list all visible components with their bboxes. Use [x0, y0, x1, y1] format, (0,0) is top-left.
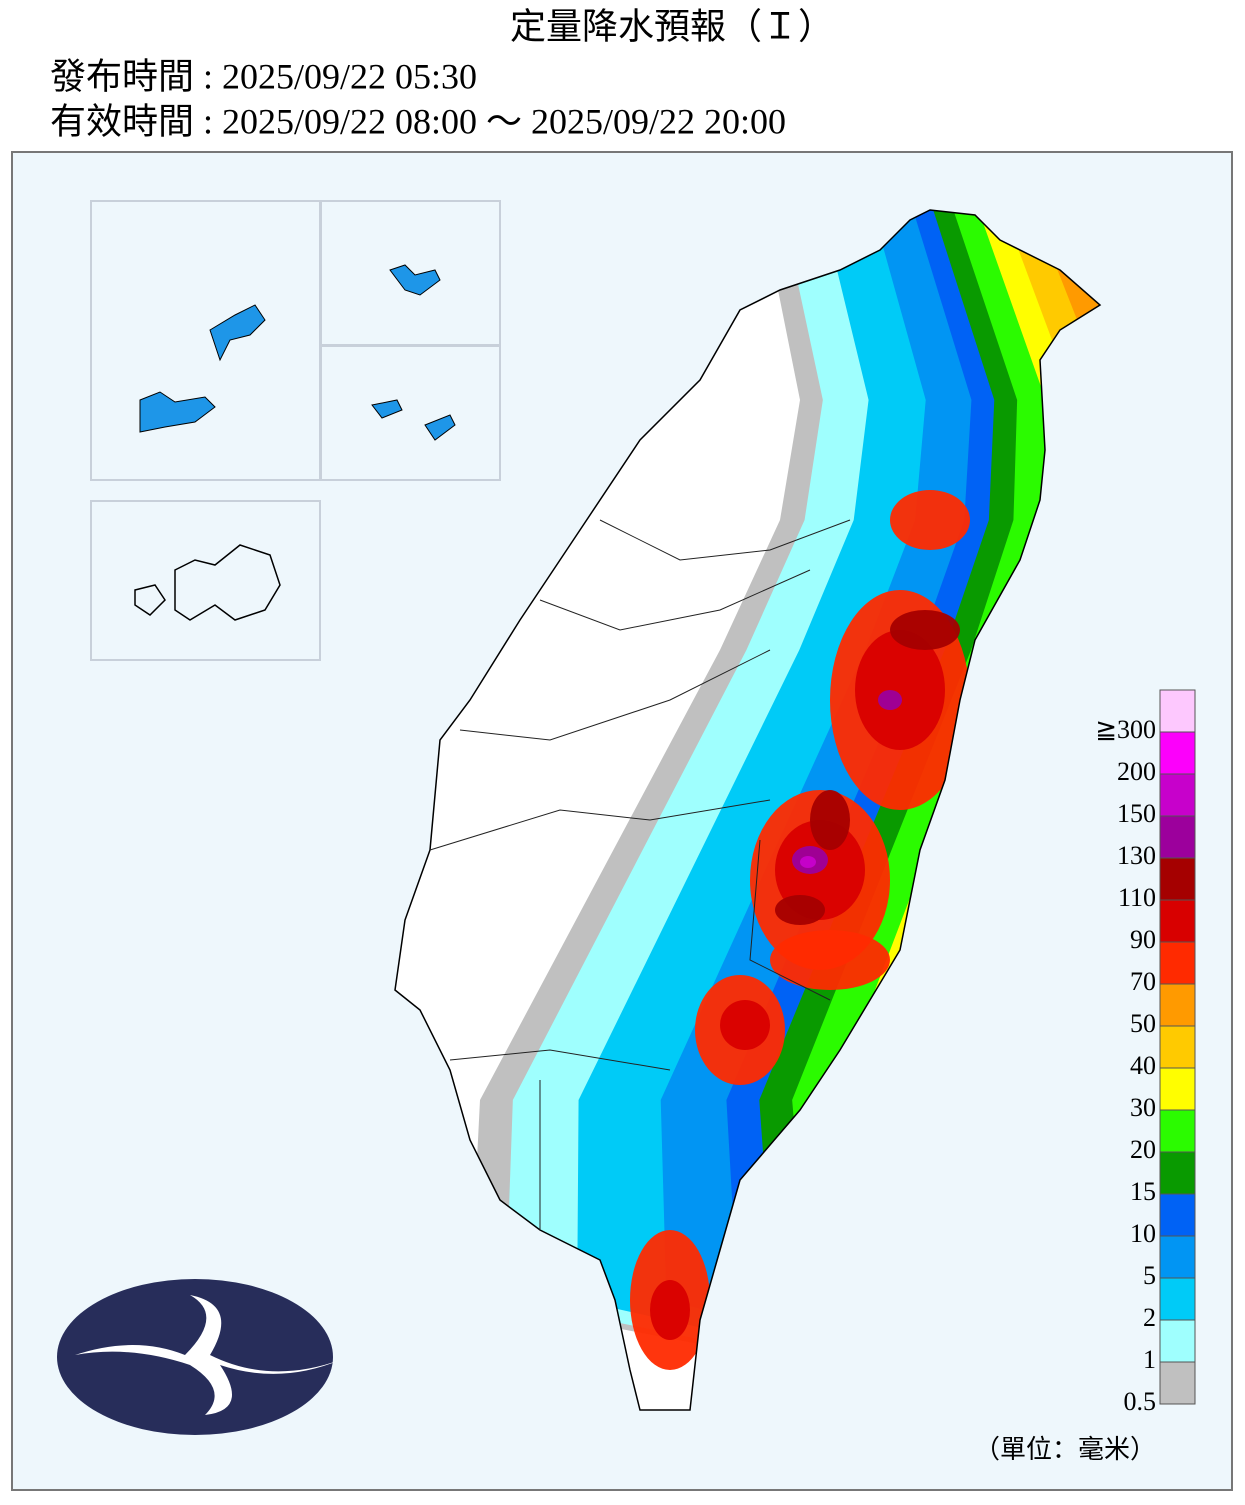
legend-label: 1 — [1143, 1345, 1156, 1374]
legend: 0.5 1 2 5 10 15 20 30 40 50 70 90 110 130 150 200 ≧300 — [1095, 689, 1196, 1416]
legend-swatch — [1159, 941, 1196, 985]
legend-label: 0.5 — [1124, 1387, 1157, 1416]
legend-label: 15 — [1130, 1177, 1156, 1206]
rain-cell — [810, 790, 850, 850]
rain-cell — [878, 690, 902, 710]
legend-label: 10 — [1130, 1219, 1156, 1248]
rain-cell — [770, 930, 890, 990]
cwa-logo-mark — [75, 1295, 340, 1415]
rain-cell — [855, 630, 945, 750]
unit-label: （單位：毫米） — [974, 1435, 1156, 1464]
county-borders — [429, 519, 851, 1230]
legend-label: 200 — [1117, 757, 1156, 786]
legend-label: 90 — [1130, 925, 1156, 954]
penghu-outline — [134, 544, 281, 621]
legend-swatch — [1159, 1193, 1196, 1237]
legend-label: 20 — [1130, 1135, 1156, 1164]
legend-swatch — [1159, 689, 1196, 733]
legend-swatch — [1159, 1361, 1196, 1405]
inset-islands — [139, 264, 456, 441]
legend-label: 30 — [1130, 1093, 1156, 1122]
legend-label: 130 — [1117, 841, 1156, 870]
rain-cell — [775, 895, 825, 925]
legend-swatch — [1159, 731, 1196, 775]
rain-cell — [720, 1000, 770, 1050]
rain-cell — [890, 490, 970, 550]
legend-label: 40 — [1130, 1051, 1156, 1080]
legend-label: 50 — [1130, 1009, 1156, 1038]
title: 定量降水預報（Ｉ） — [510, 6, 834, 46]
legend-label: 110 — [1118, 883, 1156, 912]
legend-label: 150 — [1117, 799, 1156, 828]
legend-label: ≧300 — [1095, 715, 1156, 744]
valid-time: 有效時間 : 2025/09/22 08:00 ～ 2025/09/22 20:… — [50, 101, 786, 141]
legend-swatch — [1159, 1109, 1196, 1153]
legend-label: 5 — [1143, 1261, 1156, 1290]
rain-cell — [890, 610, 960, 650]
legend-swatch — [1159, 1067, 1196, 1111]
legend-label: 70 — [1130, 967, 1156, 996]
legend-swatch — [1159, 899, 1196, 943]
legend-swatch — [1159, 773, 1196, 817]
legend-swatch — [1159, 1025, 1196, 1069]
inset-boxes — [90, 200, 501, 661]
legend-swatch — [1159, 983, 1196, 1027]
rain-cell — [650, 1280, 690, 1340]
legend-label: 2 — [1143, 1303, 1156, 1332]
legend-swatch — [1159, 1235, 1196, 1279]
issued-time: 發布時間 : 2025/09/22 05:30 — [50, 56, 477, 96]
legend-swatch — [1159, 815, 1196, 859]
legend-swatch — [1159, 1151, 1196, 1195]
rain-cell — [800, 856, 816, 868]
legend-swatch — [1159, 857, 1196, 901]
legend-swatch — [1159, 1319, 1196, 1363]
legend-swatch — [1159, 1277, 1196, 1321]
